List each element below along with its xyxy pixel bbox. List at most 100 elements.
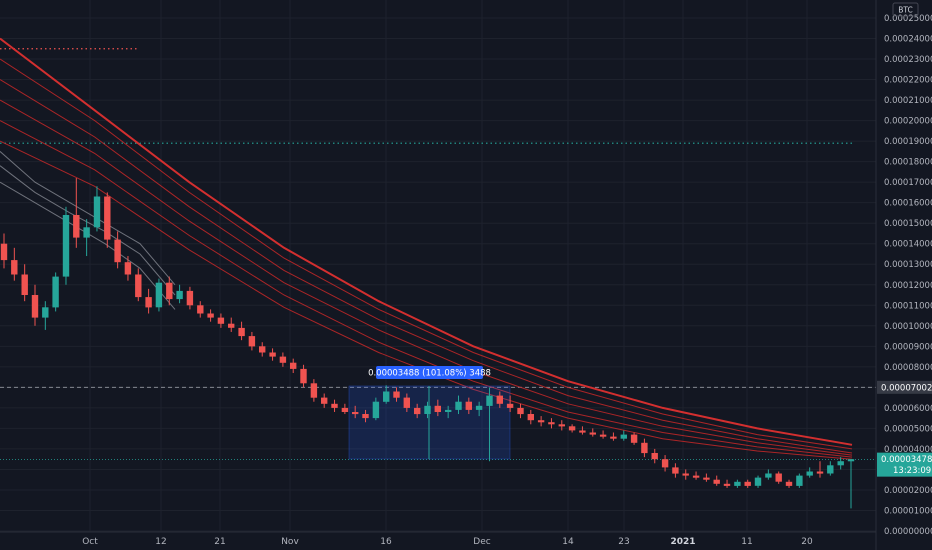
candle-body <box>238 327 245 337</box>
candle-body <box>424 405 431 414</box>
candle-body <box>568 426 576 431</box>
last-price-text: 0.00003478 <box>881 455 932 465</box>
candle-body <box>352 412 359 415</box>
candle-body <box>775 473 782 482</box>
candle-body <box>42 307 49 318</box>
y-tick-label: 0.00002000 <box>884 486 932 496</box>
candlesticks <box>0 178 855 509</box>
candle-body <box>651 453 658 460</box>
candle-body <box>300 368 307 384</box>
candle-body <box>589 432 596 435</box>
candle-body <box>796 475 803 486</box>
y-tick-label: 0.00009000 <box>884 342 932 352</box>
x-tick-label: 11 <box>741 537 752 547</box>
candle-body <box>486 395 493 406</box>
candle-body <box>414 407 421 415</box>
candle-body <box>672 467 679 474</box>
candle-body <box>754 477 762 486</box>
candle-body <box>83 227 90 238</box>
x-tick-label: 16 <box>380 537 392 547</box>
y-tick-label: 0.00000000 <box>884 527 932 537</box>
candle-body <box>310 383 318 398</box>
candle-body <box>403 397 410 408</box>
candle-body <box>599 434 607 437</box>
candle-body <box>341 407 349 412</box>
candle-body <box>434 405 441 412</box>
candle-body <box>703 477 710 480</box>
y-tick-label: 0.00019000 <box>884 137 932 147</box>
candle-body <box>537 420 545 423</box>
y-tick-label: 0.00025000 <box>884 14 932 24</box>
y-tick-label: 0.00006000 <box>884 404 932 414</box>
candle-body <box>527 414 534 421</box>
x-tick-label: Nov <box>281 537 299 547</box>
x-tick-label: 14 <box>562 537 574 547</box>
currency-badge[interactable]: BTC <box>892 2 919 17</box>
candle-body <box>723 483 731 486</box>
candle-body <box>145 297 152 308</box>
candle-body <box>641 442 648 454</box>
candle-body <box>393 391 400 398</box>
candle-body <box>785 481 793 486</box>
candle-body <box>217 317 225 324</box>
x-tick-label: Dec <box>473 537 490 547</box>
candle-body <box>269 352 276 357</box>
candle-body <box>661 459 669 468</box>
currency-label: BTC <box>898 6 913 15</box>
y-tick-label: 0.00010000 <box>884 322 932 332</box>
x-tick-label: 2021 <box>670 537 695 547</box>
measure-tooltip: 0.00003488 (101.08%) 3488 <box>368 366 491 379</box>
y-tick-label: 0.00021000 <box>884 96 932 106</box>
candle-body <box>31 295 39 318</box>
candle-body <box>475 405 483 410</box>
candle-body <box>682 473 689 476</box>
y-tick-label: 0.00016000 <box>884 199 932 209</box>
candle-body <box>465 401 472 410</box>
y-tick-label: 0.00013000 <box>884 260 932 270</box>
candle-body <box>362 414 369 419</box>
y-tick-label: 0.00001000 <box>884 506 932 516</box>
y-tick-label: 0.00011000 <box>884 301 932 311</box>
candle-body <box>548 422 555 425</box>
candle-body <box>610 436 617 439</box>
candle-body <box>496 395 503 404</box>
x-tick-label: 21 <box>214 537 225 547</box>
ribbon-gray-line <box>0 165 176 296</box>
candle-body <box>517 407 524 415</box>
candle-body <box>52 276 59 308</box>
x-tick-label: 23 <box>618 537 629 547</box>
candle-body <box>290 362 297 369</box>
candle-body <box>279 356 287 363</box>
ribbon-line <box>0 79 853 454</box>
candle-body <box>734 481 741 486</box>
measure-tool[interactable] <box>348 385 511 460</box>
candle-body <box>372 401 380 419</box>
candle-body <box>186 290 194 306</box>
crosshair-price-tag <box>877 380 932 394</box>
candle-body <box>765 473 772 478</box>
candle-body <box>21 274 28 295</box>
candle-body <box>259 346 266 353</box>
ribbon-line <box>0 37 853 446</box>
y-tick-label: 0.00020000 <box>884 117 932 127</box>
candle-body <box>73 215 80 238</box>
x-axis: Oct 12 21 Nov 16 Dec 14 23 2021 11 20 <box>82 537 813 547</box>
candle-body <box>837 461 844 466</box>
candle-body <box>166 282 173 300</box>
y-tick-label: 0.00024000 <box>884 35 932 45</box>
measure-tooltip-text: 0.00003488 (101.08%) 3488 <box>368 369 491 379</box>
countdown-text: 13:23:09 <box>893 466 931 476</box>
candle-body <box>104 196 111 240</box>
candle-body <box>506 403 514 408</box>
y-tick-label: 0.00012000 <box>884 281 932 291</box>
candle-body <box>93 196 101 228</box>
candle-body <box>847 459 855 462</box>
y-tick-label: 0.00015000 <box>884 219 932 229</box>
candle-body <box>197 305 204 314</box>
y-tick-label: 0.00008000 <box>884 363 932 373</box>
candle-body <box>321 397 328 404</box>
candle-body <box>558 424 565 427</box>
ribbon-gray-line <box>0 151 176 286</box>
